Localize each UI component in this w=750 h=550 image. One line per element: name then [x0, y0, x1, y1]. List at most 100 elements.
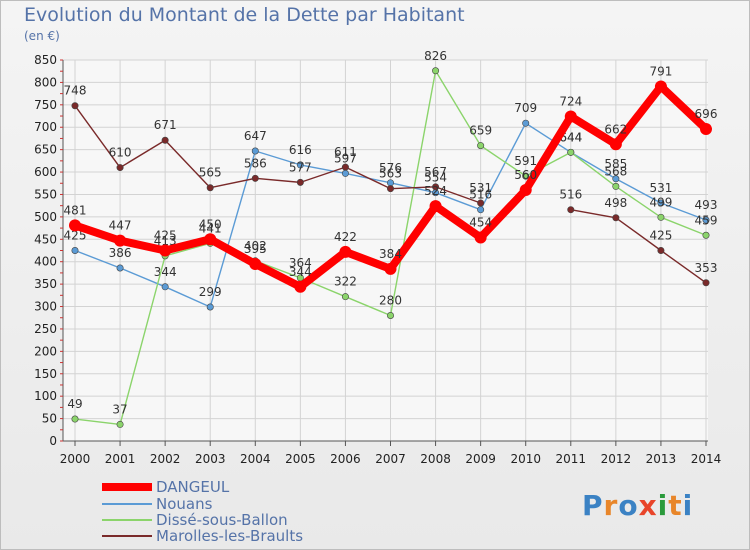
data-point-Nouans [522, 119, 530, 127]
y-tick-label: 200 [34, 344, 57, 358]
y-tick-label: 250 [34, 322, 57, 336]
y-tick-label: 650 [34, 143, 57, 157]
data-label-DANGEUL: 724 [559, 94, 582, 108]
data-point-Marolles-les-Braults [116, 164, 124, 172]
series-line-Marolles-les-Braults [74, 105, 707, 284]
data-label-Dissé-sous-Ballon: 499 [649, 195, 672, 209]
data-label-DANGEUL: 384 [379, 247, 402, 261]
x-tick-label: 2011 [556, 452, 587, 466]
y-tick-label: 700 [34, 120, 57, 134]
data-label-Nouans: 386 [109, 246, 132, 260]
data-point-DANGEUL [519, 183, 532, 196]
data-label-Dissé-sous-Ballon: 441 [199, 221, 222, 235]
data-point-Dissé-sous-Ballon [116, 420, 124, 428]
data-point-DANGEUL [339, 245, 352, 258]
y-tick-label: 850 [34, 53, 57, 67]
data-point-Marolles-les-Braults [612, 214, 620, 222]
data-point-Dissé-sous-Ballon [432, 67, 440, 75]
data-label-DANGEUL: 344 [289, 265, 312, 279]
data-point-DANGEUL [564, 110, 577, 123]
data-label-Nouans: 597 [334, 151, 357, 165]
data-label-Dissé-sous-Ballon: 402 [244, 239, 267, 253]
data-point-Nouans [116, 264, 124, 272]
x-tick-label: 2006 [330, 452, 361, 466]
data-point-DANGEUL [700, 123, 712, 136]
data-point-Nouans [206, 303, 214, 311]
data-point-DANGEUL [429, 200, 442, 213]
data-label-DANGEUL: 791 [649, 64, 672, 78]
data-label-DANGEUL: 447 [109, 219, 132, 233]
data-point-Marolles-les-Braults [161, 136, 169, 144]
data-point-DANGEUL [114, 234, 127, 247]
y-tick-label: 50 [42, 412, 57, 426]
x-tick-label: 2013 [646, 452, 677, 466]
y-tick-label: 0 [49, 434, 57, 448]
data-label-Dissé-sous-Ballon: 644 [559, 130, 582, 144]
x-tick-label: 2005 [285, 452, 316, 466]
x-tick-label: 2008 [420, 452, 451, 466]
y-tick-label: 450 [34, 232, 57, 246]
data-point-Nouans [161, 283, 169, 291]
x-tick-label: 2001 [105, 452, 136, 466]
data-point-Nouans [477, 206, 485, 214]
data-point-Dissé-sous-Ballon [567, 148, 575, 156]
data-point-Marolles-les-Braults [386, 185, 394, 193]
data-point-Dissé-sous-Ballon [477, 142, 485, 150]
data-label-DANGEUL: 422 [334, 230, 357, 244]
x-tick-label: 2014 [691, 452, 722, 466]
data-point-Nouans [612, 175, 620, 183]
chart-title: Evolution du Montant de la Dette par Hab… [24, 4, 465, 26]
data-label-Nouans: 516 [469, 188, 492, 202]
y-tick-label: 550 [34, 187, 57, 201]
data-point-Dissé-sous-Ballon [612, 182, 620, 190]
logo-letter: r [603, 489, 619, 522]
data-point-Marolles-les-Braults [251, 174, 259, 182]
data-label-Dissé-sous-Ballon: 280 [379, 293, 402, 307]
x-tick-label: 2003 [195, 452, 226, 466]
data-point-Dissé-sous-Ballon [657, 213, 665, 221]
y-tick-label: 150 [34, 367, 57, 381]
data-label-DANGEUL: 454 [469, 216, 492, 230]
data-label-Nouans: 576 [379, 161, 402, 175]
data-label-Nouans: 644 [559, 130, 582, 144]
data-label-Marolles-les-Braults: 610 [109, 146, 132, 160]
data-label-Nouans: 585 [604, 157, 627, 171]
data-label-Marolles-les-Braults: 586 [244, 156, 267, 170]
logo-letter: o [618, 489, 639, 522]
data-label-DANGEUL: 425 [154, 229, 177, 243]
data-point-DANGEUL [204, 233, 217, 246]
y-tick-label: 300 [34, 300, 57, 314]
data-label-Dissé-sous-Ballon: 459 [695, 213, 718, 227]
y-tick-label: 750 [34, 98, 57, 112]
data-label-Marolles-les-Braults: 748 [64, 84, 87, 98]
data-label-DANGEUL: 560 [514, 168, 537, 182]
data-point-Dissé-sous-Ballon [71, 415, 79, 423]
data-label-Marolles-les-Braults: 577 [289, 160, 312, 174]
data-point-Marolles-les-Braults [296, 178, 304, 186]
y-tick-label: 500 [34, 210, 57, 224]
data-point-Dissé-sous-Ballon [702, 231, 710, 239]
legend-label-Marolles-les-Braults: Marolles-les-Braults [156, 527, 303, 545]
data-label-DANGEUL: 696 [695, 107, 718, 121]
data-point-Nouans [71, 247, 79, 255]
x-tick-label: 2009 [465, 452, 496, 466]
data-point-DANGEUL [654, 80, 667, 93]
data-point-Nouans [296, 161, 304, 169]
data-point-DANGEUL [294, 280, 307, 293]
x-tick-label: 2004 [240, 452, 271, 466]
x-tick-label: 2012 [601, 452, 632, 466]
logo-letter: t [668, 489, 683, 522]
data-label-Dissé-sous-Ballon: 322 [334, 275, 357, 289]
data-label-Marolles-les-Braults: 565 [199, 166, 222, 180]
data-label-Marolles-les-Braults: 567 [424, 165, 447, 179]
data-point-Marolles-les-Braults [657, 247, 665, 255]
data-label-Dissé-sous-Ballon: 364 [289, 256, 312, 270]
data-label-DANGEUL: 662 [604, 122, 627, 136]
data-label-Marolles-les-Braults: 671 [154, 118, 177, 132]
legend-label-Nouans: Nouans [156, 495, 213, 513]
data-point-Marolles-les-Braults [702, 279, 710, 287]
logo-letter: i [682, 489, 694, 522]
x-tick-label: 2000 [60, 452, 91, 466]
data-point-DANGEUL [474, 231, 487, 244]
logo-letter: P [582, 489, 604, 522]
